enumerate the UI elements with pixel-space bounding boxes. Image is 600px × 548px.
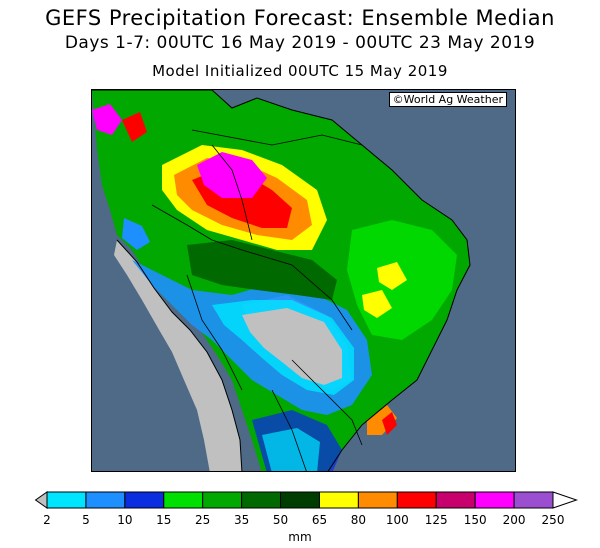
colorbar-segment-80-100	[357, 491, 398, 509]
forecast-period: Days 1-7: 00UTC 16 May 2019 - 00UTC 23 M…	[64, 33, 536, 53]
unit-label: mm	[288, 530, 312, 544]
west-coastline	[116, 239, 243, 471]
east-yellow-2	[362, 290, 392, 318]
colorbar-segment-above-250	[552, 491, 579, 509]
nw-red	[122, 112, 147, 142]
nw-blue	[122, 218, 150, 250]
colorbar-segment-125-150	[435, 491, 476, 509]
colorbar-tick-label: 2	[43, 513, 51, 527]
colorbar-tick-label: 35	[233, 513, 250, 527]
colorbar-tick-label: 50	[272, 513, 289, 527]
dry-core	[242, 308, 342, 385]
colorbar-tick-label: 100	[385, 513, 409, 527]
colorbar-tick-label: 150	[463, 513, 487, 527]
colorbar-segment-100-125	[396, 491, 437, 509]
southern-cyan	[262, 428, 320, 471]
southeast-coast-red	[382, 412, 397, 435]
colorbar-segment-2-5	[46, 491, 87, 509]
map-title: GEFS Precipitation Forecast: Ensemble Me…	[45, 6, 555, 30]
colorbar-segment-10-15	[124, 491, 165, 509]
colorbar-segment-15-25	[163, 491, 204, 509]
colorbar-segment-25-35	[202, 491, 243, 509]
precip-colorbar	[34, 491, 579, 509]
colorbar-tick-label: 250	[541, 513, 565, 527]
colorbar-segment-below-2	[34, 491, 48, 509]
colorbar-tick-label: 10	[117, 513, 133, 527]
precipitation-map: ©World Ag Weather	[91, 89, 516, 472]
colorbar-tick-label: 15	[156, 513, 172, 527]
colorbar-segment-200-250	[513, 491, 554, 509]
colorbar-segment-150-200	[474, 491, 515, 509]
colorbar-segment-5-10	[85, 491, 126, 509]
model-init-time: Model Initialized 00UTC 15 May 2019	[152, 62, 448, 80]
colorbar-tick-label: 5	[82, 513, 90, 527]
colorbar-tick-label: 125	[424, 513, 448, 527]
colorbar-segment-65-80	[318, 491, 359, 509]
andes-dry-zone	[114, 240, 242, 471]
nw-magenta	[92, 104, 122, 135]
colorbar-tick-label: 65	[311, 513, 328, 527]
east-yellow-1	[377, 262, 407, 290]
country-borders	[151, 129, 363, 471]
colorbar-tick-label: 25	[195, 513, 211, 527]
coastline	[92, 90, 471, 471]
heavy-rain-magenta	[197, 152, 267, 198]
colorbar-segment-35-50	[241, 491, 282, 509]
dark-green-belt	[187, 240, 337, 300]
colorbar-segment-50-65	[280, 491, 320, 509]
colorbar-tick-label: 80	[350, 513, 367, 527]
credit-label: ©World Ag Weather	[388, 92, 507, 107]
colorbar-tick-label: 200	[502, 513, 526, 527]
